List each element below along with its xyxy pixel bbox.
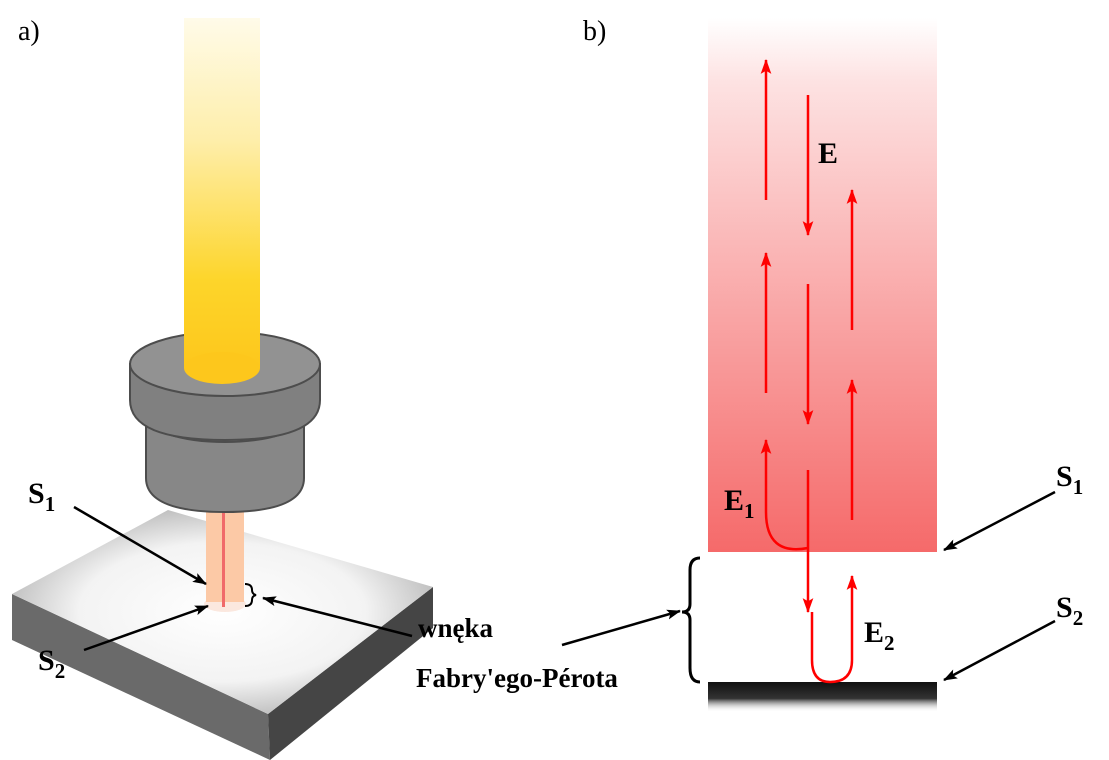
cavity-pointer-a — [262, 596, 413, 638]
slab-top-face — [12, 510, 433, 714]
mirror-s2 — [708, 682, 937, 712]
e1-label: E1 — [724, 484, 755, 523]
cavity-brace — [681, 556, 701, 684]
s1-label-b: S1 — [1056, 460, 1083, 499]
s1-pointer-b — [943, 490, 1056, 552]
panel-a-label: a) — [18, 16, 40, 47]
panel-b: b) E E1 E2 S1 S2 — [583, 16, 1083, 712]
s2-pointer-a — [83, 604, 209, 652]
fiber-base — [184, 352, 260, 384]
slab-front-face — [12, 594, 270, 760]
optical-fiber — [184, 18, 260, 384]
s2-label-b: S2 — [1056, 591, 1083, 630]
e-label: E — [818, 137, 838, 170]
s1-label-a: S1 — [28, 477, 55, 516]
reflection-e2-arrow — [810, 574, 858, 684]
cavity-caption: wnęka Fabry'ego-Pérota — [416, 609, 681, 693]
panel-b-label: b) — [583, 16, 606, 47]
reflection-e1-arrow — [760, 438, 809, 551]
cavity-pointer-b — [561, 609, 681, 647]
cavity-small-bracket — [244, 583, 257, 607]
fiber-jacket — [184, 18, 260, 368]
wave-arrows — [760, 58, 858, 684]
ferrule-lower-body — [145, 415, 305, 514]
cavity-label-line2: Fabry'ego-Pérota — [416, 663, 618, 693]
substrate-slab — [12, 510, 433, 760]
fiber-beam-region — [708, 18, 937, 552]
fiber-light-core — [222, 504, 225, 607]
e2-label: E2 — [864, 616, 895, 655]
cavity-label-line1: wnęka — [418, 613, 494, 643]
s2-pointer-b — [943, 619, 1056, 682]
panel-a: a) S1 S2 — [12, 16, 433, 760]
s1-pointer-a — [73, 505, 207, 586]
s2-label-a: S2 — [38, 644, 65, 683]
